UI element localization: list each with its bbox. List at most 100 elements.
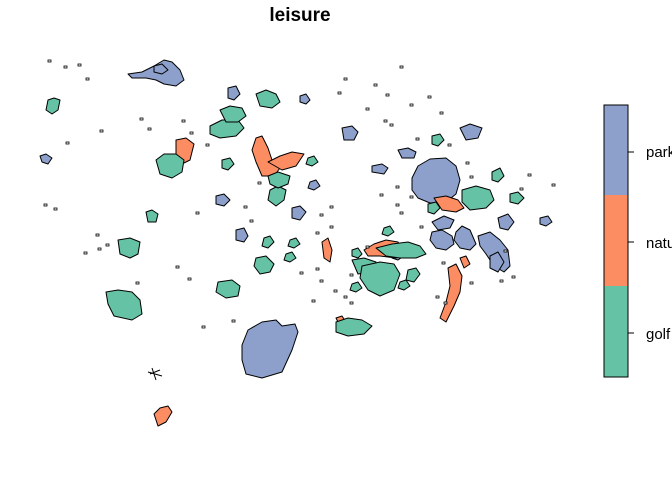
- feature-small-63: [189, 131, 194, 135]
- feature-small-62: [181, 119, 186, 123]
- feature-small-30: [201, 325, 206, 329]
- feature-small-50: [135, 281, 140, 285]
- feature-golf-52: [145, 209, 159, 223]
- feature-small-8: [97, 247, 102, 251]
- feature-small-51: [95, 233, 100, 237]
- feature-small-66: [147, 127, 152, 131]
- feature-small-40: [447, 143, 452, 147]
- feature-nature-33: [459, 255, 471, 269]
- feature-small-27: [365, 245, 370, 249]
- feature-small-47: [329, 225, 334, 229]
- feature-golf-62: [287, 237, 301, 249]
- feature-park-4: [453, 225, 477, 251]
- feature-small-68: [443, 301, 448, 305]
- feature-small-15: [349, 273, 354, 277]
- legend-swatch-golf: [604, 286, 628, 377]
- feature-golf-58: [221, 157, 235, 171]
- feature-small-57: [343, 77, 348, 81]
- feature-golf-49: [461, 185, 495, 211]
- feature-small-34: [551, 183, 556, 187]
- feature-park-14: [227, 85, 241, 101]
- feature-small-1: [63, 65, 68, 69]
- feature-park-1: [411, 157, 461, 204]
- feature-small-45: [257, 181, 262, 185]
- legend-swatch-park: [604, 105, 628, 195]
- feature-small-53: [53, 207, 58, 211]
- feature-golf-44: [375, 241, 427, 259]
- feature-small-36: [441, 261, 446, 265]
- feature-small-24: [319, 213, 324, 217]
- legend-label-park: park: [646, 144, 672, 161]
- feature-golf-66: [283, 251, 297, 263]
- legend-frame: [603, 104, 629, 378]
- feature-small-52: [43, 203, 48, 207]
- feature-golf-60: [431, 133, 445, 147]
- feature-park-18: [153, 63, 169, 75]
- feature-small-37: [373, 83, 378, 87]
- feature-park-24: [539, 215, 553, 227]
- feature-park-15: [397, 147, 417, 159]
- feature-golf-59: [261, 235, 275, 249]
- feature-golf-41: [255, 89, 281, 109]
- feature-golf-36: [105, 289, 143, 321]
- feature-golf-54: [405, 267, 421, 283]
- feature-park-11: [291, 205, 307, 221]
- feature-small-12: [299, 271, 304, 275]
- feature-small-69: [469, 281, 474, 285]
- feature-small-9: [105, 243, 110, 247]
- feature-small-10: [175, 265, 180, 269]
- feature-golf-43: [335, 317, 373, 337]
- feature-golf-40: [215, 279, 241, 299]
- feature-park-16: [371, 163, 389, 175]
- feature-golf-51: [253, 255, 275, 275]
- feature-nature-31: [321, 237, 333, 263]
- feature-small-23: [329, 205, 334, 209]
- feature-small-4: [99, 129, 104, 133]
- feature-park-7: [497, 213, 515, 231]
- feature-golf-42: [219, 105, 247, 123]
- feature-nature-30: [439, 263, 463, 323]
- feature-golf-39: [209, 119, 245, 139]
- feature-small-6: [195, 211, 200, 215]
- feature-nature-25: [251, 135, 281, 177]
- feature-small-11: [187, 277, 192, 281]
- feature-small-0: [47, 59, 52, 63]
- feature-small-44: [249, 219, 254, 223]
- feature-small-42: [469, 175, 474, 179]
- feature-golf-48: [267, 171, 291, 189]
- feature-small-22: [337, 91, 342, 95]
- feature-small-7: [83, 251, 88, 255]
- feature-small-46: [315, 231, 320, 235]
- feature-small-49: [419, 225, 424, 229]
- feature-small-29: [349, 301, 354, 305]
- feature-small-31: [231, 319, 236, 323]
- feature-golf-56: [427, 201, 441, 215]
- feature-small-17: [409, 103, 414, 107]
- feature-small-19: [439, 111, 444, 115]
- feature-small-20: [383, 119, 388, 123]
- feature-golf-53: [351, 247, 363, 259]
- feature-small-21: [365, 107, 370, 111]
- feature-small-cross: [147, 367, 163, 381]
- feature-small-56: [399, 65, 404, 69]
- feature-golf-57: [509, 191, 525, 205]
- feature-park-8: [489, 251, 505, 273]
- feature-small-43: [243, 205, 248, 209]
- feature-golf-64: [397, 279, 411, 291]
- feature-golf-38: [117, 237, 141, 259]
- feature-small-38: [389, 123, 394, 127]
- feature-park-10: [459, 123, 483, 141]
- feature-small-25: [379, 193, 384, 197]
- feature-small-16: [385, 93, 390, 97]
- feature-small-13: [315, 267, 320, 271]
- feature-small-48: [399, 211, 404, 215]
- feature-small-5: [65, 141, 70, 145]
- feature-small-58: [311, 299, 316, 303]
- feature-golf-63: [305, 155, 319, 167]
- feature-park-22: [299, 93, 311, 105]
- feature-small-41: [465, 161, 470, 165]
- feature-small-2: [77, 63, 82, 67]
- feature-golf-46: [359, 261, 401, 297]
- feature-small-26: [395, 203, 400, 207]
- feature-small-67: [435, 295, 440, 299]
